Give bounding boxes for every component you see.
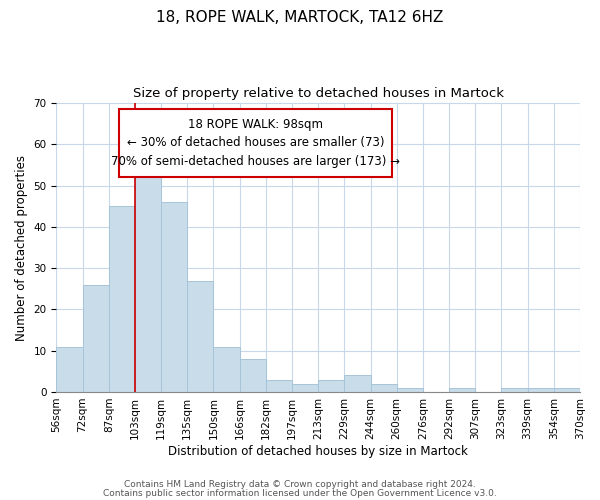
Bar [397,388,423,392]
Bar [239,359,266,392]
FancyBboxPatch shape [119,109,392,176]
Text: Contains public sector information licensed under the Open Government Licence v3: Contains public sector information licen… [103,489,497,498]
Bar [502,388,527,392]
Text: 18 ROPE WALK: 98sqm
← 30% of detached houses are smaller (73)
70% of semi-detach: 18 ROPE WALK: 98sqm ← 30% of detached ho… [111,118,400,168]
Bar [527,388,554,392]
Text: 18, ROPE WALK, MARTOCK, TA12 6HZ: 18, ROPE WALK, MARTOCK, TA12 6HZ [157,10,443,25]
Bar [266,380,292,392]
Bar [344,376,371,392]
Bar [83,284,109,392]
Bar [371,384,397,392]
Bar [214,346,239,392]
Bar [161,202,187,392]
Bar [109,206,135,392]
Bar [135,161,161,392]
Bar [449,388,475,392]
Bar [554,388,580,392]
Bar [292,384,318,392]
Bar [56,346,83,392]
Title: Size of property relative to detached houses in Martock: Size of property relative to detached ho… [133,88,504,101]
Bar [318,380,344,392]
X-axis label: Distribution of detached houses by size in Martock: Distribution of detached houses by size … [168,444,468,458]
Text: Contains HM Land Registry data © Crown copyright and database right 2024.: Contains HM Land Registry data © Crown c… [124,480,476,489]
Bar [187,280,214,392]
Y-axis label: Number of detached properties: Number of detached properties [15,154,28,340]
